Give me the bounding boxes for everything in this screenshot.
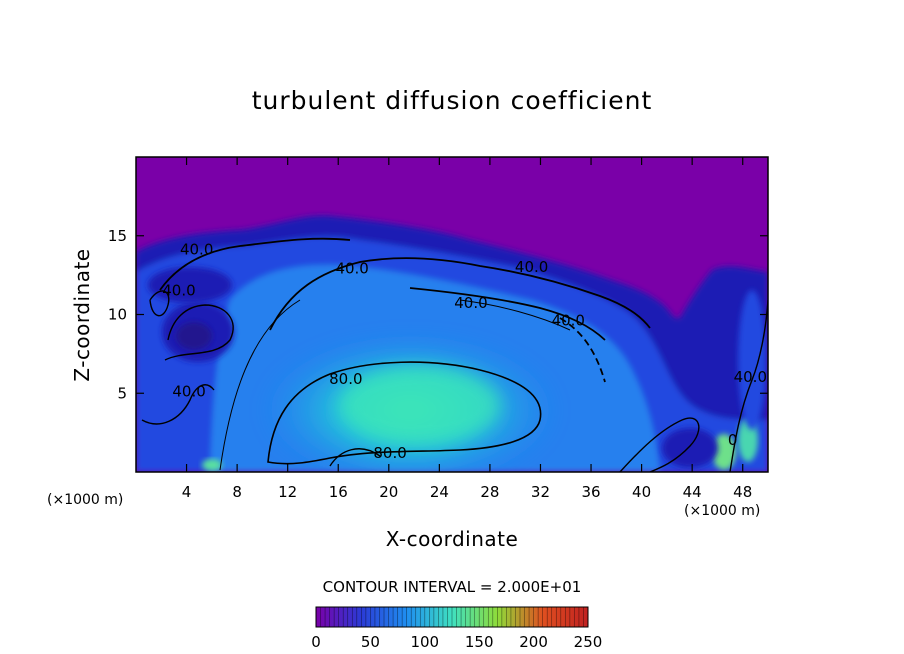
lobe-upper-left xyxy=(148,267,232,303)
contour-line xyxy=(619,417,700,472)
contour-line xyxy=(159,237,351,291)
x-tick-label: 40 xyxy=(632,483,651,501)
colorbar-tick-label: 50 xyxy=(361,633,380,651)
x-unit-label-left: (×1000 m) xyxy=(47,492,124,508)
contour-label: 40.0 xyxy=(335,260,368,278)
x-tick-label: 24 xyxy=(430,483,449,501)
x-tick-label: 8 xyxy=(232,483,242,501)
x-tick-label: 48 xyxy=(733,483,752,501)
contour-label: 40.0 xyxy=(734,368,767,386)
contour-line xyxy=(409,287,606,341)
contour-line xyxy=(329,448,381,467)
contour-label: 40.0 xyxy=(180,241,213,259)
colorbar-tick-label: 0 xyxy=(311,633,321,651)
x-tick-label: 36 xyxy=(581,483,600,501)
green-patch-left xyxy=(202,459,222,471)
y-tick-label: 10 xyxy=(108,306,127,324)
contour-label: 40.0 xyxy=(515,258,548,276)
contour-label: 40.0 xyxy=(454,294,487,312)
x-tick-label: 4 xyxy=(182,483,192,501)
heatmap-field xyxy=(136,157,768,472)
contour-line xyxy=(729,299,768,472)
x-axis-title: X-coordinate xyxy=(385,527,519,551)
contour-line xyxy=(164,304,234,361)
contour-label: 40.0 xyxy=(552,312,585,330)
y-tick-label: 5 xyxy=(117,384,127,402)
contour-line xyxy=(141,384,215,425)
x-tick-label: 32 xyxy=(531,483,550,501)
x-unit-label-right: (×1000 m) xyxy=(684,503,761,519)
x-axis-ticks: 4 8 12 16 20 24 28 32 36 40 44 48 xyxy=(182,157,752,501)
eddy-left-core xyxy=(176,322,212,350)
colorbar: 0 50 100 150 200 250 xyxy=(311,606,603,651)
contour-label: 40.0 xyxy=(172,382,205,400)
contour-lines xyxy=(141,237,768,472)
y-axis-ticks: 5 10 15 xyxy=(108,227,768,402)
x-tick-label: 12 xyxy=(278,483,297,501)
high-diffusion-core-inner xyxy=(340,367,500,443)
contour-line xyxy=(559,317,606,383)
y-tick-label: 15 xyxy=(108,227,127,245)
contour-label: 80.0 xyxy=(373,444,406,462)
plume-right-column xyxy=(738,290,766,430)
colorbar-tick-label: 100 xyxy=(410,633,439,651)
contour-line xyxy=(219,299,301,471)
x-tick-label: 28 xyxy=(480,483,499,501)
contour-interval-label: CONTOUR INTERVAL = 2.000E+01 xyxy=(322,578,582,596)
contour-labels: 40.0 40.0 40.0 40.0 40.0 40.0 40.0 40.0 80.0 80.0… xyxy=(162,241,767,462)
contour-line xyxy=(269,257,651,331)
contour-line xyxy=(149,290,170,317)
contour-line xyxy=(459,299,571,331)
contour-label: 80.0 xyxy=(329,370,362,388)
x-tick-label: 20 xyxy=(379,483,398,501)
colorbar-tick-label: 200 xyxy=(519,633,548,651)
y-axis-title: Z-coordinate xyxy=(70,248,94,382)
colorbar-tick-label: 250 xyxy=(574,633,603,651)
contour-label: 0 xyxy=(728,431,738,449)
green-patch-right xyxy=(712,434,736,470)
x-tick-label: 44 xyxy=(683,483,702,501)
colorbar-tick-label: 150 xyxy=(465,633,494,651)
contour-line xyxy=(267,361,542,465)
chart-title: turbulent diffusion coefficient xyxy=(251,86,653,115)
x-tick-label: 16 xyxy=(329,483,348,501)
contour-label: 40.0 xyxy=(162,282,195,300)
